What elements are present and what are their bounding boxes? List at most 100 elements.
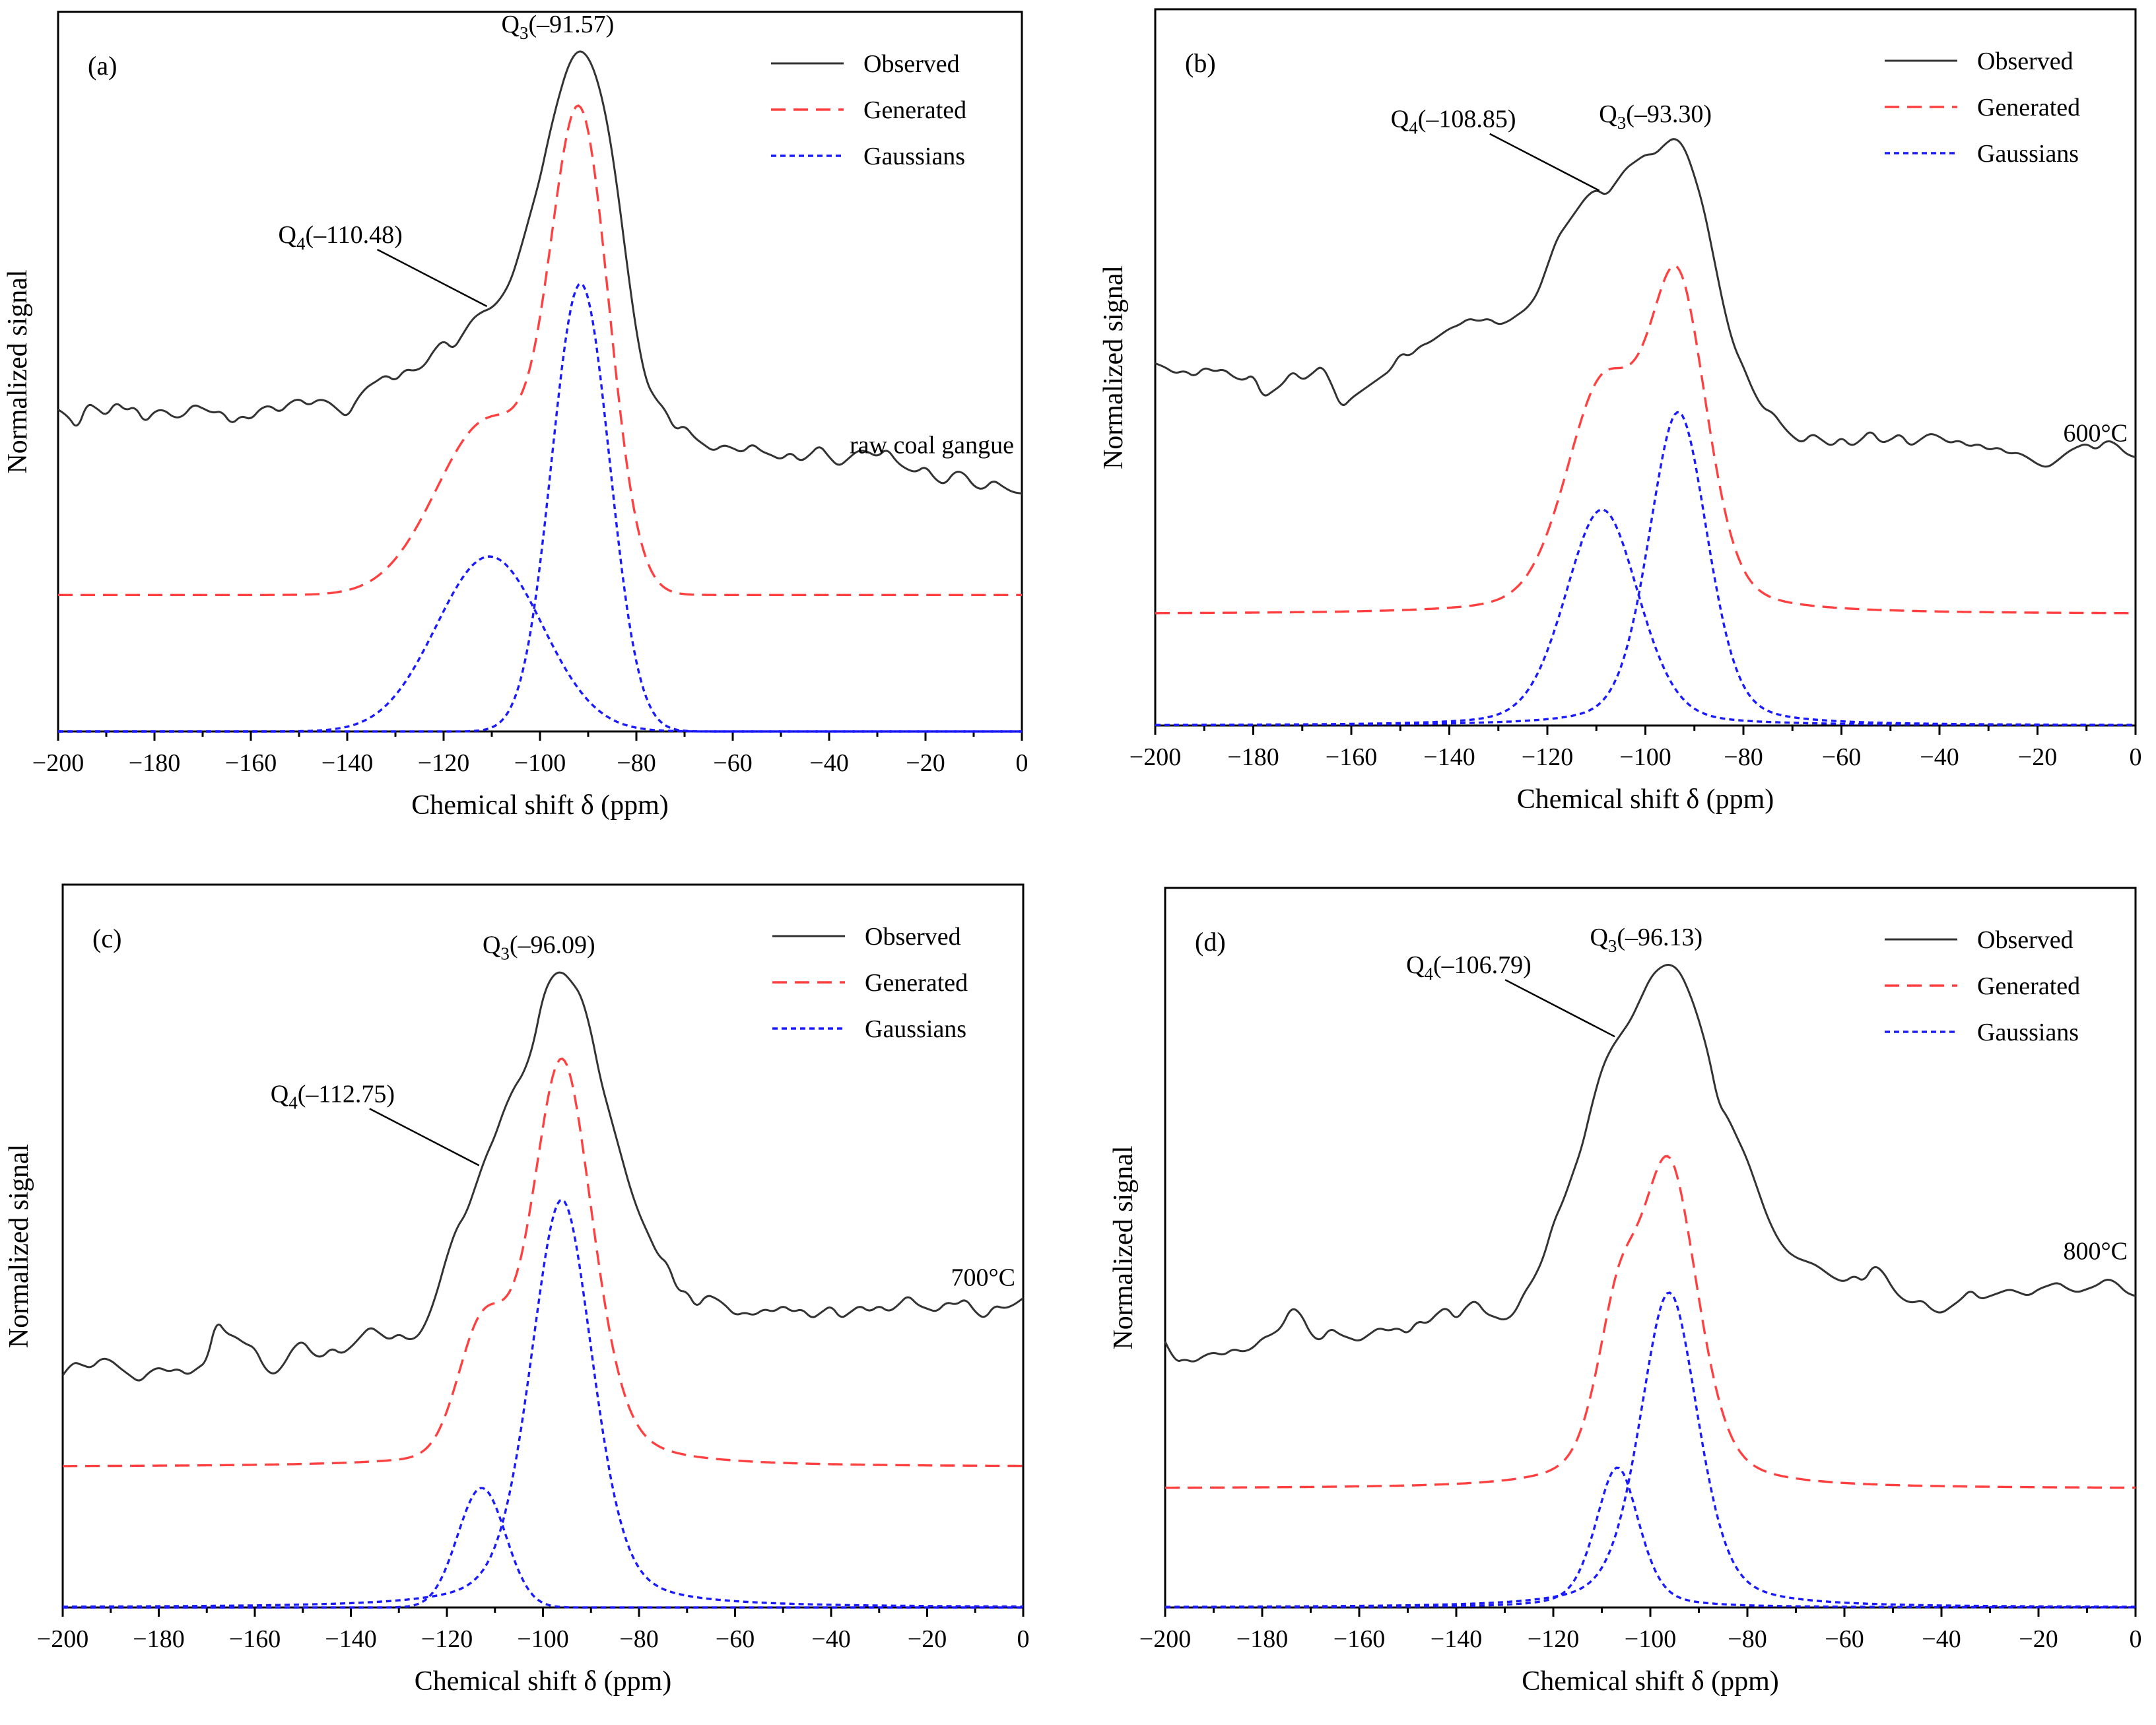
gaussian-curve-1 [1165, 1466, 2136, 1609]
peak-annotation-q4: Q4(–110.48) [278, 221, 402, 254]
peak-annotation-q3: Q3(–91.57) [502, 11, 615, 43]
panel-letter: (d) [1195, 927, 1226, 957]
x-tick-label: −180 [1236, 1625, 1288, 1653]
observed-curve [57, 50, 1023, 495]
observed-curve [1164, 964, 2136, 1363]
x-tick-label: −100 [1619, 743, 1671, 771]
x-tick-label: −80 [619, 1625, 658, 1653]
x-axis-title: Chemical shift δ (ppm) [411, 790, 669, 821]
gaussian-curve-2 [1155, 411, 2136, 727]
x-tick-label: −200 [37, 1625, 88, 1653]
annotation-leader [369, 1108, 480, 1167]
observed-curve [61, 971, 1024, 1382]
legend-label: Observed [1977, 926, 2073, 954]
condition-label: 700°C [951, 1264, 1015, 1292]
x-tick-label: 0 [2130, 1625, 2142, 1653]
legend-label: Generated [1977, 94, 2080, 121]
gaussian-curve-2 [1165, 1291, 2136, 1608]
x-tick-label: −180 [1227, 743, 1279, 771]
legend-label: Gaussians [1977, 140, 2079, 168]
y-axis-title: Normalized signal [4, 1144, 34, 1348]
x-tick-label: −140 [1431, 1625, 1482, 1653]
x-axis-title: Chemical shift δ (ppm) [1517, 784, 1774, 815]
x-tick-label: −80 [617, 749, 656, 777]
panel-letter: (b) [1185, 48, 1216, 78]
peak-annotation-q4: Q4(–108.85) [1391, 106, 1516, 138]
gaussian-curve-1 [58, 555, 1022, 733]
generated-curve [63, 1057, 1023, 1468]
observed-curve [1155, 138, 2136, 468]
legend-label: Generated [865, 969, 968, 997]
generated-curve [58, 104, 1022, 596]
x-tick-label: −20 [908, 1625, 947, 1653]
legend-label: Generated [1977, 972, 2080, 1000]
legend-label: Gaussians [865, 1015, 966, 1043]
condition-label: raw coal gangue [850, 431, 1014, 459]
x-tick-label: −40 [809, 749, 848, 777]
panel-letter: (c) [92, 924, 121, 953]
x-tick-label: −20 [906, 749, 945, 777]
annotation-leader [1489, 133, 1600, 191]
x-tick-label: −60 [716, 1625, 755, 1653]
panel-c: −200 −180 −160 −140 −120 −100 −80 −60 −40 −20 0Che… [4, 883, 1030, 1697]
x-axis-title: Chemical shift δ (ppm) [415, 1666, 672, 1697]
x-tick-label: −140 [325, 1625, 376, 1653]
panel-a: −200 −180 −160 −140 −120 −100 −80 −60 −40 −20 0Che… [3, 11, 1028, 821]
x-tick-label: −40 [1920, 743, 1959, 771]
x-tick-label: −100 [517, 1625, 568, 1653]
legend-label: Gaussians [1977, 1019, 2079, 1046]
x-tick-label: 0 [2130, 743, 2142, 771]
x-tick-label: −180 [133, 1625, 184, 1653]
panel-b: −200 −180 −160 −140 −120 −100 −80 −60 −40 −20 0Che… [1098, 8, 2142, 815]
gaussian-curve-1 [1155, 508, 2136, 727]
x-tick-label: −140 [1423, 743, 1475, 771]
x-tick-label: 0 [1016, 749, 1028, 777]
y-axis-title: Normalized signal [3, 269, 33, 473]
x-tick-label: −80 [1724, 743, 1763, 771]
x-tick-label: −60 [1822, 743, 1861, 771]
panel-d: −200 −180 −160 −140 −120 −100 −80 −60 −40 −20 0Che… [1108, 887, 2142, 1697]
condition-label: 600°C [2063, 420, 2128, 448]
x-axis-title: Chemical shift δ (ppm) [1522, 1666, 1779, 1697]
annotation-leader [1504, 979, 1615, 1038]
gaussian-curve-2 [58, 282, 1022, 733]
x-tick-label: −160 [1326, 743, 1377, 771]
legend-label: Gaussians [863, 143, 965, 170]
x-tick-label: −200 [32, 749, 84, 777]
y-axis-title: Normalized signal [1108, 1145, 1139, 1349]
legend-label: Observed [865, 923, 961, 951]
x-tick-label: −120 [1522, 743, 1573, 771]
x-tick-label: −100 [1625, 1625, 1676, 1653]
x-tick-label: −20 [2018, 743, 2057, 771]
x-tick-label: −160 [225, 749, 277, 777]
peak-annotation-q3: Q3(–96.09) [483, 931, 595, 963]
legend-label: Observed [863, 50, 960, 78]
peak-annotation-q3: Q3(–96.13) [1590, 924, 1702, 956]
legend-label: Observed [1977, 48, 2073, 75]
x-tick-label: −40 [1922, 1625, 1961, 1653]
y-axis-title: Normalized signal [1098, 265, 1129, 469]
generated-curve [1155, 264, 2136, 615]
peak-annotation-q3: Q3(–93.30) [1599, 100, 1712, 133]
x-tick-label: −160 [1333, 1625, 1385, 1653]
x-tick-label: −120 [418, 749, 469, 777]
peak-annotation-q4: Q4(–112.75) [271, 1080, 395, 1112]
x-tick-label: −60 [713, 749, 752, 777]
x-tick-label: −120 [421, 1625, 473, 1653]
x-tick-label: −200 [1139, 1625, 1191, 1653]
x-tick-label: −140 [321, 749, 373, 777]
gaussian-curve-1 [63, 1487, 1023, 1609]
x-tick-label: −200 [1129, 743, 1181, 771]
x-tick-label: −60 [1825, 1625, 1864, 1653]
x-tick-label: −120 [1528, 1625, 1579, 1653]
generated-curve [1165, 1155, 2136, 1489]
x-tick-label: −80 [1728, 1625, 1767, 1653]
x-tick-label: −100 [514, 749, 566, 777]
gaussian-curve-2 [63, 1198, 1023, 1608]
condition-label: 800°C [2063, 1237, 2128, 1265]
annotation-leader [376, 248, 488, 308]
legend-label: Generated [863, 96, 966, 124]
x-tick-label: −160 [229, 1625, 281, 1653]
